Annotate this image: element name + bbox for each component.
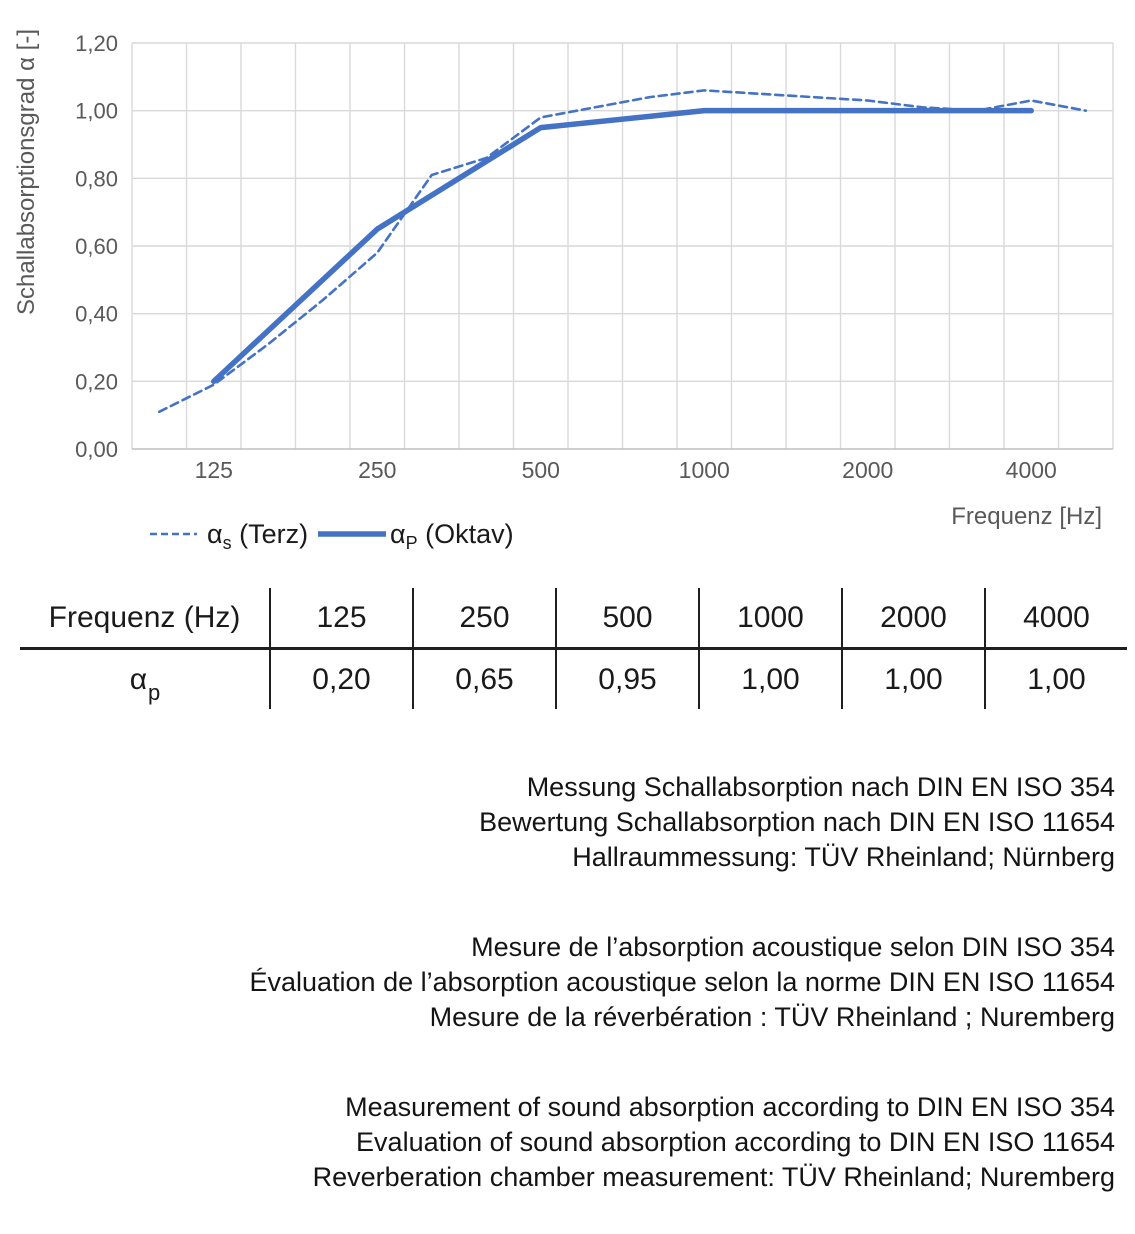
- gridlines: [131, 42, 1114, 449]
- alpha-symbol: α: [129, 662, 148, 696]
- table-header-row: Frequenz (Hz) 125 250 500 1000 2000 4000: [20, 588, 1127, 650]
- legend-label: αP (Oktav): [390, 519, 514, 553]
- table-header-4000: 4000: [984, 588, 1127, 650]
- alpha-p-value-4000: 1,00: [984, 648, 1127, 709]
- note-line: Evaluation of sound absorption according…: [356, 1127, 1115, 1157]
- alpha-table: Frequenz (Hz) 125 250 500 1000 2000 4000…: [20, 588, 1127, 709]
- y-axis-title: Schallabsorptionsgrad α [-]: [13, 29, 40, 315]
- absorption-chart: 0,00 0,20 0,40 0,60 0,80 1,00 1,20 125 250 500 100…: [13, 29, 1114, 553]
- alpha-subscript: p: [148, 679, 161, 705]
- x-tick-labels: 125 250 500 1000 2000 4000: [195, 457, 1057, 483]
- note-line: Messung Schallabsorption nach DIN EN ISO…: [526, 772, 1115, 802]
- svg-text:1,20: 1,20: [75, 31, 118, 56]
- x-axis-title: Frequenz [Hz]: [951, 503, 1102, 530]
- alpha-p-value-1000: 1,00: [698, 648, 842, 709]
- series-alpha-s-terz: [157, 89, 1088, 414]
- alpha-p-value-500: 0,95: [555, 648, 699, 709]
- series-alpha-p-oktav: [211, 107, 1034, 385]
- legend: αs (Terz) αP (Oktav): [150, 519, 514, 553]
- table-header-125: 125: [269, 588, 413, 650]
- table-header-500: 500: [555, 588, 699, 650]
- svg-text:0,80: 0,80: [75, 166, 118, 191]
- table-value-row: αp 0,20 0,65 0,95 1,00 1,00 1,00: [20, 648, 1127, 710]
- svg-text:0,00: 0,00: [75, 437, 118, 462]
- table-header-frequency: Frequenz (Hz): [20, 588, 270, 650]
- notes-french: Mesure de l’absorption acoustique selon …: [20, 930, 1115, 1035]
- svg-text:0,20: 0,20: [75, 369, 118, 394]
- notes-german: Messung Schallabsorption nach DIN EN ISO…: [20, 770, 1115, 875]
- note-line: Évaluation de l’absorption acoustique se…: [249, 967, 1115, 997]
- alpha-p-value-2000: 1,00: [841, 648, 985, 709]
- alpha-p-row-label: αp: [20, 649, 270, 710]
- y-tick-labels: 0,00 0,20 0,40 0,60 0,80 1,00 1,20: [75, 31, 118, 462]
- note-line: Reverberation chamber measurement: TÜV R…: [312, 1162, 1115, 1192]
- legend-label: αs (Terz): [207, 519, 308, 553]
- notes-english: Measurement of sound absorption accordin…: [20, 1090, 1115, 1195]
- svg-text:1000: 1000: [679, 457, 730, 483]
- svg-text:500: 500: [522, 457, 560, 483]
- alpha-p-value-125: 0,20: [269, 648, 413, 709]
- note-line: Mesure de l’absorption acoustique selon …: [471, 932, 1115, 962]
- svg-text:0,40: 0,40: [75, 302, 118, 327]
- svg-text:250: 250: [358, 457, 396, 483]
- svg-text:0,60: 0,60: [75, 234, 118, 259]
- alpha-p-value-250: 0,65: [412, 648, 556, 709]
- note-line: Measurement of sound absorption accordin…: [345, 1092, 1115, 1122]
- note-line: Bewertung Schallabsorption nach DIN EN I…: [479, 807, 1115, 837]
- svg-text:4000: 4000: [1006, 457, 1057, 483]
- svg-text:2000: 2000: [842, 457, 893, 483]
- table-header-1000: 1000: [698, 588, 842, 650]
- table-header-250: 250: [412, 588, 556, 650]
- note-line: Hallraummessung: TÜV Rheinland; Nürnberg: [572, 842, 1115, 872]
- svg-text:1,00: 1,00: [75, 99, 118, 124]
- note-line: Mesure de la réverbération : TÜV Rheinla…: [429, 1002, 1115, 1032]
- svg-text:125: 125: [195, 457, 233, 483]
- table-header-2000: 2000: [841, 588, 985, 650]
